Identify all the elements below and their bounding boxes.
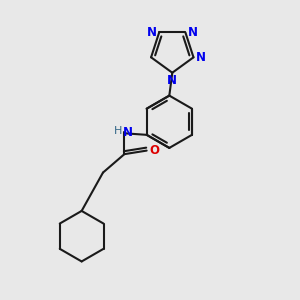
Text: N: N (123, 126, 133, 139)
Text: O: O (150, 143, 160, 157)
Text: H: H (114, 126, 122, 136)
Text: N: N (188, 26, 198, 39)
Text: N: N (196, 51, 206, 64)
Text: N: N (167, 74, 177, 87)
Text: N: N (147, 26, 157, 39)
